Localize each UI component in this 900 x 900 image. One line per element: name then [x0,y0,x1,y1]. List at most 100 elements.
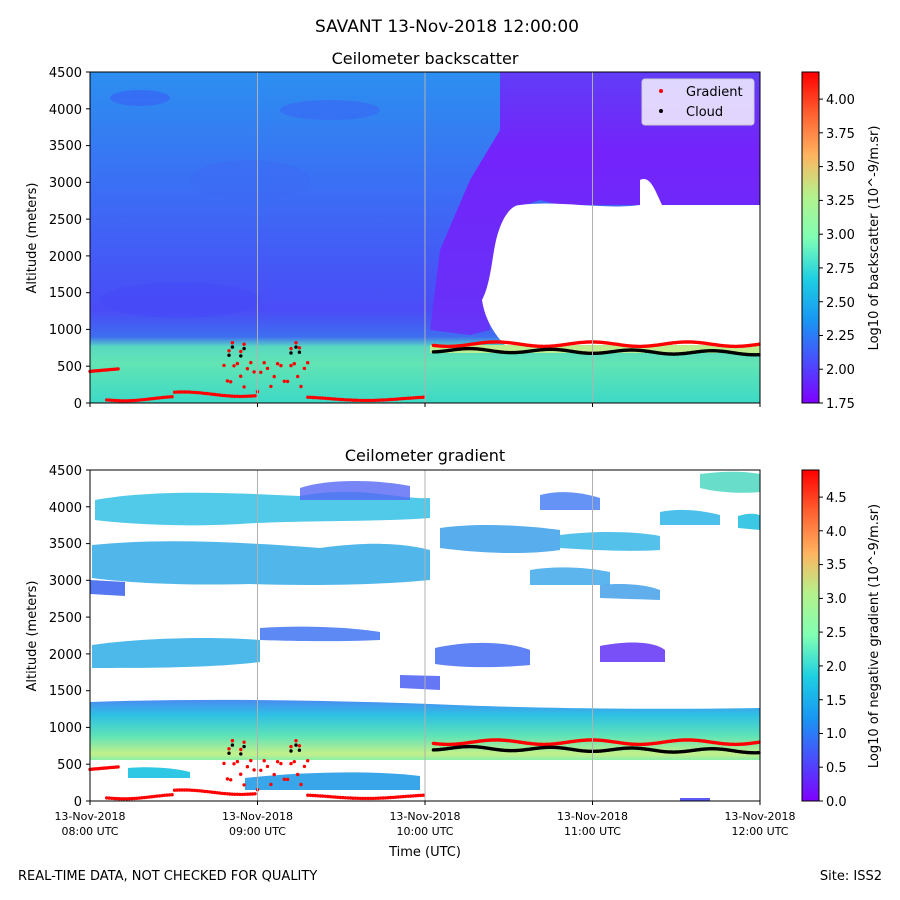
gradient-point [421,395,425,399]
bottom-y-tick-label: 1500 [49,684,82,699]
gradient-point [262,759,266,763]
gradient-point [318,396,322,400]
gradient-point [313,395,317,400]
gradient-point [404,794,408,799]
gradient-point [180,788,184,792]
bottom-cbar-tick-label: 4.5 [826,491,847,506]
gradient-point [294,341,298,345]
gradient-point [218,393,222,397]
cloud-point [242,346,246,351]
gradient-point [289,346,293,351]
gradient-point [185,390,189,394]
gradient-point [381,796,385,800]
gradient-point [399,795,403,799]
bottom-gridlines [257,470,593,801]
cloud-point [289,749,293,753]
top-colorbar: 1.75 2.00 2.25 2.50 2.75 3.00 3.25 3.50 … [801,71,882,412]
gradient-point [394,397,398,401]
gradient-point [203,391,207,396]
gradient-point [331,795,335,799]
gradient-point [391,795,395,800]
gradient-point [361,398,365,403]
top-y-tick-label: 0 [74,397,82,412]
gradient-point [383,796,388,800]
gradient-point [253,394,257,398]
gradient-point [292,760,296,764]
gradient-point [252,370,256,374]
gradient-point [140,398,144,402]
gradient-point [250,394,255,398]
bottom-markers [88,738,761,801]
gradient-point [248,394,252,398]
top-y-tick-label: 4500 [49,66,82,81]
bottom-panel-title: Ceilometer gradient [345,446,505,465]
gradient-point [275,760,280,764]
x-tick-time: 09:00 UTC [229,825,286,838]
gradient-point [230,341,235,345]
cloud-point [239,354,243,358]
gradient-point [142,397,147,402]
gradient-point [140,796,144,800]
gradient-point [378,796,383,800]
gradient-point [198,789,202,793]
gradient-point [229,778,233,782]
gradient-point [356,796,360,800]
bottom-cbar-tick-label: 3.5 [826,558,847,573]
x-tick-time: 11:00 UTC [564,825,621,838]
gradient-point [259,768,263,772]
cloud-point [227,353,231,357]
gradient-point [396,795,400,799]
gradient-point [399,397,403,401]
bottom-cbar-tick-label: 0.5 [826,761,847,776]
gradient-point [147,795,152,799]
x-tick-date: 13-Nov-2018 [54,810,125,823]
gradient-point [371,398,375,403]
gradient-point [147,397,152,401]
gradient-point [333,795,338,799]
gradient-point [120,797,124,801]
gradient-point [235,361,240,366]
gradient-point [170,395,174,399]
gradient-point [328,795,333,799]
gradient-point [243,394,247,398]
gradient-point [316,794,320,798]
gradient-point [116,765,120,769]
gradient-point [105,398,109,402]
gradient-point [230,739,235,743]
gradient-point [376,398,380,402]
gradient-point [205,789,209,794]
gradient-point [389,795,393,800]
bottom-y-tick-label: 4500 [49,464,82,479]
gradient-point [353,796,358,800]
gradient-point [373,796,378,800]
gradient-point [249,360,253,365]
top-cbar-tick-label: 2.25 [826,329,855,344]
gradient-point [112,398,117,403]
gradient-point [230,394,235,398]
gradient-point [336,795,340,799]
top-cbar-tick-label: 3.50 [826,160,855,175]
gradient-point [302,366,307,371]
gradient-point [253,792,257,796]
gradient-point [239,772,243,776]
gradient-point [180,390,184,394]
gradient-point [135,398,139,402]
gradient-point [282,777,286,781]
gradient-point [411,396,415,400]
gradient-point [162,395,167,399]
gradient-point [125,797,129,801]
gradient-point [272,772,276,777]
bottom-y-tick-label: 0 [74,795,82,810]
gradient-point [411,794,415,798]
gradient-point [193,390,197,395]
gradient-point [331,397,335,401]
gradient-point [333,397,338,401]
bottom-x-axis: 13-Nov-2018 08:00 UTC 13-Nov-2018 09:00 … [54,801,796,838]
top-y-tick-label: 1500 [49,286,82,301]
bottom-colorbar: 0.0 0.5 1.0 1.5 2.0 2.5 3.0 3.5 4.0 4.5 … [801,469,882,810]
legend: Gradient Cloud [641,78,755,126]
gradient-point [223,393,227,398]
gradient-point [401,794,405,799]
gradient-point [368,796,373,801]
gradient-point [294,739,298,743]
